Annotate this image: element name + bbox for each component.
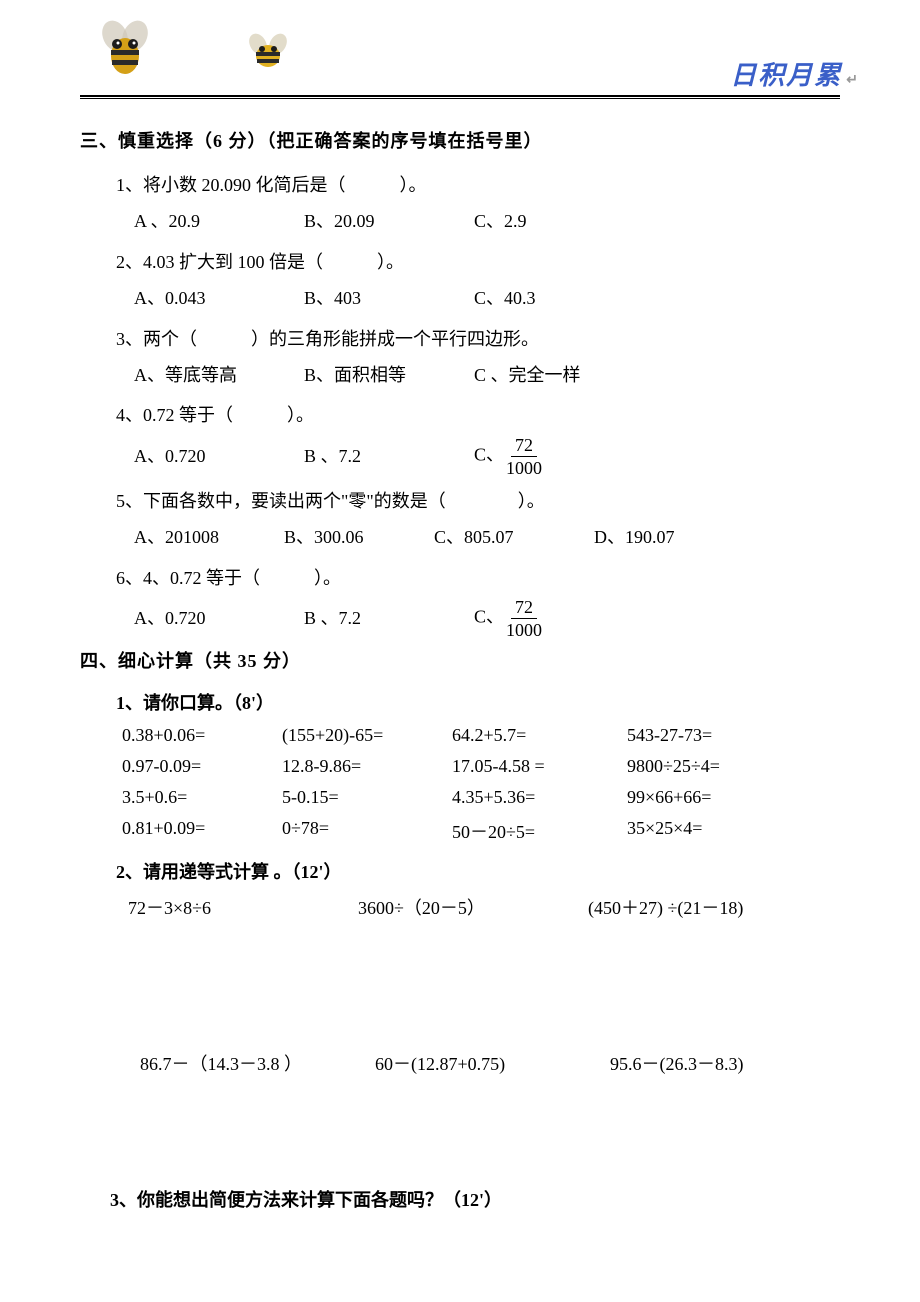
q3-options: A、等底等高 B、面积相等 C 、完全一样 <box>134 359 840 391</box>
q5-opt-d: D、190.07 <box>594 521 744 553</box>
calc-cell: 9800÷25÷4= <box>627 756 817 777</box>
calc-expr: 95.6－(26.3－8.3) <box>610 1050 840 1076</box>
q5-stem: 5、下面各数中，要读出两个"零"的数是（ ）。 <box>116 485 840 517</box>
brand-text: 日积月累 <box>730 55 860 92</box>
q3-opt-c: C 、完全一样 <box>474 359 644 391</box>
q1-stem: 1、将小数 20.090 化简后是（ ）。 <box>116 169 840 201</box>
q1-opt-a: A 、20.9 <box>134 205 304 237</box>
page-content: 三、慎重选择（6 分）（把正确答案的序号填在括号里） 1、将小数 20.090 … <box>0 127 920 1212</box>
section3-title: 三、慎重选择（6 分）（把正确答案的序号填在括号里） <box>80 127 840 153</box>
q1-opt-c: C、2.9 <box>474 205 644 237</box>
q5-opt-a: A、201008 <box>134 521 284 553</box>
q4-stem: 4、0.72 等于（ ）。 <box>116 399 840 431</box>
page-header: 日积月累 <box>0 0 920 95</box>
q6-stem: 6、4、0.72 等于（ ）。 <box>116 562 840 594</box>
calc-cell: 17.05-4.58 = <box>452 756 627 777</box>
q5-opt-b: B、300.06 <box>284 521 434 553</box>
question-4: 4、0.72 等于（ ）。 A、0.720 B 、7.2 C、721000 <box>116 399 840 476</box>
question-6: 6、4、0.72 等于（ ）。 A、0.720 B 、7.2 C、721000 <box>116 562 840 639</box>
q3-stem: 3、两个（ ）的三角形能拼成一个平行四边形。 <box>116 323 840 355</box>
q6-c-prefix: C、 <box>474 607 504 627</box>
q2-opt-c: C、40.3 <box>474 282 644 314</box>
calc-cell: 0.38+0.06= <box>122 725 282 746</box>
q6-options: A、0.720 B 、7.2 C、721000 <box>134 598 840 639</box>
section4-title: 四、细心计算（共 35 分） <box>80 647 840 673</box>
q4-opt-c: C、721000 <box>474 436 644 477</box>
calc-expr: 72－3×8÷6 <box>128 894 358 920</box>
question-2: 2、4.03 扩大到 100 倍是（ ）。 A、0.043 B、403 C、40… <box>116 246 840 315</box>
q1-options: A 、20.9 B、20.09 C、2.9 <box>134 205 840 237</box>
q4-opt-b: B 、7.2 <box>304 440 474 472</box>
calc-cell: 64.2+5.7= <box>452 725 627 746</box>
calc-cell: 4.35+5.36= <box>452 787 627 808</box>
q3-opt-b: B、面积相等 <box>304 359 474 391</box>
calc-cell: 12.8-9.86= <box>282 756 452 777</box>
q6-opt-c: C、721000 <box>474 598 644 639</box>
bee-small-icon <box>248 32 292 75</box>
fraction-den: 1000 <box>506 619 542 639</box>
q2-stem: 2、4.03 扩大到 100 倍是（ ）。 <box>116 246 840 278</box>
calc-cell: 35×25×4= <box>627 818 817 844</box>
q2-opt-b: B、403 <box>304 282 474 314</box>
calc-cell: (155+20)-65= <box>282 725 452 746</box>
q6-opt-b: B 、7.2 <box>304 602 474 634</box>
question-5: 5、下面各数中，要读出两个"零"的数是（ ）。 A、201008 B、300.0… <box>116 485 840 554</box>
sub3-title: 3、你能想出简便方法来计算下面各题吗？（12'） <box>110 1186 840 1212</box>
sub1-title: 1、请你口算。（8'） <box>116 689 840 715</box>
calc-cell: 543-27-73= <box>627 725 817 746</box>
calc-expr: 86.7－（14.3－3.8 ） <box>140 1050 375 1076</box>
calc-cell: 99×66+66= <box>627 787 817 808</box>
header-divider <box>80 95 840 99</box>
calc-cell: 3.5+0.6= <box>122 787 282 808</box>
mental-calc-grid: 0.38+0.06= (155+20)-65= 64.2+5.7= 543-27… <box>122 725 840 844</box>
q4-opt-a: A、0.720 <box>134 440 304 472</box>
q4-options: A、0.720 B 、7.2 C、721000 <box>134 436 840 477</box>
step-calc-row1: 72－3×8÷6 3600÷（20－5） (450＋27) ÷(21－18) <box>128 894 840 920</box>
fraction-num: 72 <box>511 598 537 619</box>
q2-options: A、0.043 B、403 C、40.3 <box>134 282 840 314</box>
sub2-title: 2、请用递等式计算 。（12'） <box>116 858 840 884</box>
fraction: 721000 <box>506 436 542 477</box>
calc-expr: (450＋27) ÷(21－18) <box>588 894 828 920</box>
calc-cell: 50－20÷5= <box>452 818 627 844</box>
calc-cell: 0.81+0.09= <box>122 818 282 844</box>
q2-opt-a: A、0.043 <box>134 282 304 314</box>
calc-cell: 5-0.15= <box>282 787 452 808</box>
calc-cell: 0.97-0.09= <box>122 756 282 777</box>
q6-opt-a: A、0.720 <box>134 602 304 634</box>
q1-opt-b: B、20.09 <box>304 205 474 237</box>
step-calc-row2: 86.7－（14.3－3.8 ） 60－(12.87+0.75) 95.6－(2… <box>140 1050 840 1076</box>
q5-opt-c: C、805.07 <box>434 521 594 553</box>
question-1: 1、将小数 20.090 化简后是（ ）。 A 、20.9 B、20.09 C、… <box>116 169 840 238</box>
fraction-den: 1000 <box>506 457 542 477</box>
fraction-num: 72 <box>511 436 537 457</box>
calc-expr: 60－(12.87+0.75) <box>375 1050 610 1076</box>
fraction: 721000 <box>506 598 542 639</box>
calc-expr: 3600÷（20－5） <box>358 894 588 920</box>
bee-icon <box>95 18 155 83</box>
q3-opt-a: A、等底等高 <box>134 359 304 391</box>
question-3: 3、两个（ ）的三角形能拼成一个平行四边形。 A、等底等高 B、面积相等 C 、… <box>116 323 840 392</box>
calc-cell: 0÷78= <box>282 818 452 844</box>
q4-c-prefix: C、 <box>474 444 504 464</box>
q5-options: A、201008 B、300.06 C、805.07 D、190.07 <box>134 521 840 553</box>
